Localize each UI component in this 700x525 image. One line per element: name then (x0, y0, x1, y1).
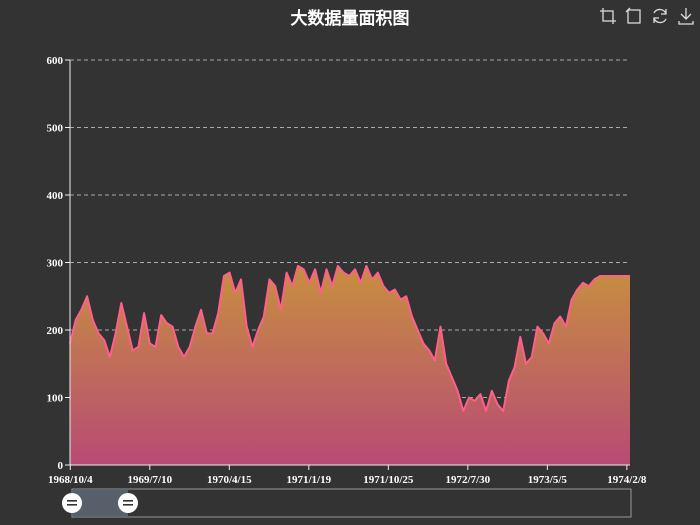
zoom-reset-icon[interactable] (624, 6, 644, 26)
zoom-area-icon[interactable] (598, 6, 618, 26)
slider-handle-start[interactable] (62, 493, 82, 513)
chart-title: 大数据量面积图 (290, 9, 410, 29)
restore-icon[interactable] (650, 6, 670, 26)
chart-toolbox (598, 6, 696, 26)
slider-handle-end[interactable] (118, 493, 138, 513)
slider-track (71, 488, 632, 518)
download-icon[interactable] (676, 6, 696, 26)
